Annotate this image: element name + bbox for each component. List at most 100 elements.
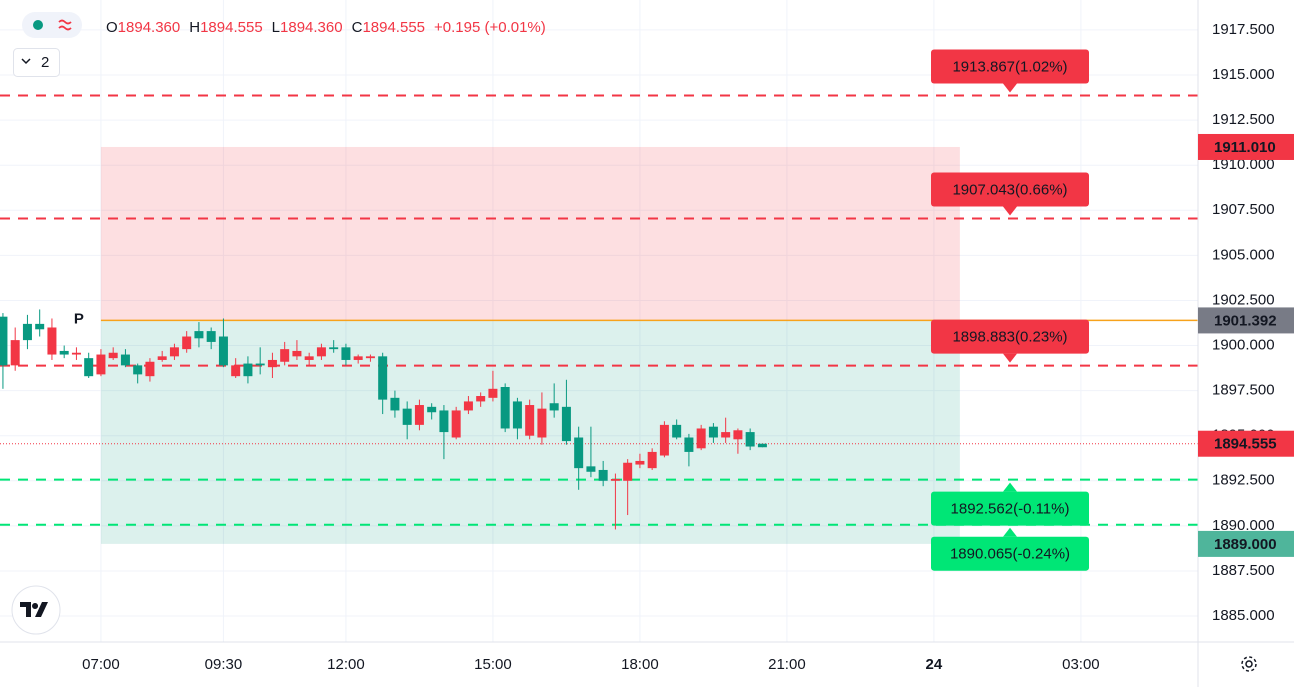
y-tick-label: 1900.000 — [1212, 336, 1275, 353]
price-badge — [1198, 133, 1294, 160]
candle-body — [476, 396, 486, 402]
candle-body — [537, 408, 547, 438]
level-label-pointer — [1003, 482, 1017, 492]
candle-body — [341, 347, 351, 360]
candle-body — [243, 363, 253, 377]
price-badge-label: 1911.010 — [1214, 139, 1276, 156]
candle-body — [267, 359, 277, 368]
open-label: O — [106, 19, 118, 36]
candle-body — [157, 356, 167, 360]
close-value: 1894.555 — [362, 19, 425, 36]
level-label-box — [931, 536, 1089, 571]
level-label: 1890.065(-0.24%) — [950, 546, 1070, 563]
collapse-count: 2 — [41, 54, 49, 71]
axes: 1885.0001887.5001890.0001892.5001895.000… — [82, 21, 1294, 673]
collapse-button[interactable] — [13, 48, 60, 77]
y-tick-label: 1912.500 — [1212, 111, 1275, 128]
candle-body — [304, 356, 314, 360]
low-label: L — [272, 19, 280, 36]
low-value: 1894.360 — [280, 19, 343, 36]
open-value: 1894.360 — [118, 19, 181, 36]
x-tick-label: 03:00 — [1062, 656, 1100, 673]
candle-body — [182, 336, 192, 350]
status-icon — [58, 19, 72, 31]
candle-body — [316, 347, 326, 357]
candle-body — [427, 406, 437, 413]
level-label: 1907.043(0.66%) — [952, 181, 1067, 198]
ohlc-header: O1894.360 H1894.555 L1894.360 C1894.555 +0.1… — [106, 19, 546, 36]
y-tick-label: 1905.000 — [1212, 246, 1275, 263]
level-label-box — [931, 172, 1089, 207]
y-tick-label: 1885.000 — [1212, 607, 1275, 624]
x-tick-label: 18:00 — [621, 656, 659, 673]
candle-body — [684, 437, 694, 452]
candle-body — [402, 408, 412, 425]
candle-body — [708, 426, 718, 438]
y-tick-label: 1917.500 — [1212, 21, 1275, 38]
candle-body — [488, 388, 498, 398]
status-pill[interactable] — [22, 12, 82, 38]
level-label-pointer — [1003, 83, 1017, 93]
logo[interactable] — [11, 585, 61, 635]
candle-body — [463, 401, 473, 411]
level-label-pointer — [1003, 353, 1017, 363]
candle-body — [47, 327, 57, 355]
price-badge-label: 1889.000 — [1214, 536, 1277, 553]
candles — [0, 309, 767, 530]
candle-body — [598, 469, 608, 481]
candle-body — [84, 358, 94, 377]
chevron-icon — [21, 58, 31, 65]
level-label-box — [931, 319, 1089, 354]
y-tick-label: 1902.500 — [1212, 291, 1275, 308]
y-tick-label: 1915.000 — [1212, 66, 1275, 83]
settings-button[interactable] — [1241, 656, 1257, 672]
candle-body — [745, 432, 755, 447]
candle-body — [292, 350, 302, 357]
candle-body — [561, 406, 571, 442]
candle-body — [574, 437, 584, 469]
candle-body — [512, 401, 522, 429]
level-label-box — [931, 491, 1089, 526]
x-tick-label: 09:30 — [205, 656, 243, 673]
candle-body — [231, 365, 241, 377]
candle-body — [549, 403, 559, 411]
x-tick-label: 07:00 — [82, 656, 120, 673]
candle-body — [59, 350, 69, 355]
price-badge-label: 1901.392 — [1214, 312, 1277, 329]
x-tick-label: 24 — [926, 656, 943, 673]
candle-body — [10, 340, 20, 366]
y-tick-label: 1907.500 — [1212, 201, 1275, 218]
level-label-pointer — [1003, 527, 1017, 537]
candle-body — [439, 410, 449, 433]
candle-body — [169, 347, 179, 357]
level-labels: P 1913.867(1.02%) 1907.043(0.66%) 1898.883(… — [74, 49, 1089, 571]
candle-body — [194, 331, 204, 339]
high-value: 1894.555 — [200, 19, 263, 36]
candle-body — [206, 331, 216, 342]
candle-body — [96, 354, 106, 375]
level-label: 1892.562(-0.11%) — [951, 501, 1070, 518]
candle-body — [733, 430, 743, 440]
y-tick-label: 1910.000 — [1212, 156, 1275, 173]
candle-body — [35, 323, 45, 330]
candle-body — [586, 466, 596, 472]
candle-body — [451, 410, 461, 438]
level-label-box — [931, 49, 1089, 84]
candle-body — [378, 356, 388, 400]
close-label: C — [352, 19, 363, 36]
price-badge — [1198, 430, 1294, 457]
gear-teeth — [1241, 656, 1257, 672]
candle-body — [365, 356, 375, 359]
candle-body — [414, 405, 424, 425]
candle-body — [672, 424, 682, 438]
candle-body — [525, 405, 535, 436]
candle-body — [145, 361, 155, 377]
x-tick-label: 21:00 — [768, 656, 806, 673]
candle-body — [22, 323, 32, 341]
status-dot — [33, 20, 43, 30]
level-label: 1898.883(0.23%) — [952, 329, 1067, 346]
candle-body — [280, 349, 290, 362]
candle-body — [120, 354, 130, 366]
